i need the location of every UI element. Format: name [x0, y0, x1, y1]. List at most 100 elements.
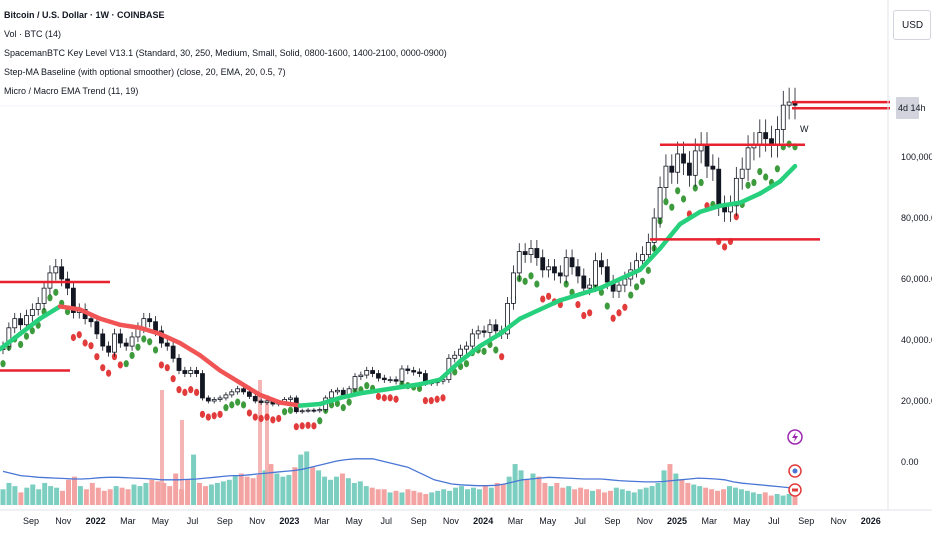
trend-dot: [499, 353, 505, 361]
candle-body: [147, 318, 153, 323]
trend-dot: [381, 394, 387, 402]
legend-indicator-ema-trend[interactable]: Micro / Macro EMA Trend (11, 19): [4, 86, 139, 96]
candle-body: [106, 345, 111, 353]
price-axis[interactable]: 0.00 20,000.00 40,000.00 60,000.00 80,000.00…: [901, 152, 932, 467]
trend-dot: [481, 347, 487, 355]
time-tick-label: Mar: [702, 516, 718, 526]
trend-dot: [628, 291, 634, 299]
time-tick-label: Mar: [508, 516, 524, 526]
candle-body: [640, 254, 645, 262]
ema-segment: [657, 221, 683, 251]
ema-segment: [17, 316, 43, 337]
ema-segment: [437, 359, 463, 382]
candle-body: [411, 370, 417, 373]
legend-indicator-step-ma[interactable]: Step-MA Baseline (with optional smoother…: [4, 67, 286, 77]
volume-bar: [6, 482, 12, 505]
volume-bar: [30, 484, 36, 505]
trend-dot: [522, 277, 528, 285]
volume-bar: [453, 487, 459, 505]
trend-dot: [733, 213, 739, 221]
trend-dot: [170, 375, 176, 383]
price-tick-label: 100,000.00: [901, 152, 932, 162]
volume-bar: [554, 482, 560, 505]
volume-bar: [661, 470, 667, 505]
trend-dot: [23, 332, 30, 340]
candle-body: [464, 345, 469, 350]
trend-dot: [493, 346, 499, 354]
trend-dot: [364, 382, 370, 390]
volume-bar: [304, 451, 310, 505]
trend-dot: [698, 178, 704, 187]
volume-bar: [488, 487, 494, 505]
trend-dot: [123, 360, 129, 368]
current-price-tag: 4d 14h: [896, 97, 926, 119]
volume-bar: [613, 487, 619, 505]
volume-bar: [95, 487, 101, 505]
candle-body: [129, 336, 135, 347]
volume-bar: [298, 454, 304, 505]
legend-indicator-key-level[interactable]: SpacemanBTC Key Level V13.1 (Standard, 3…: [4, 48, 447, 58]
volume-bar: [792, 495, 798, 505]
candle-body: [728, 205, 733, 213]
candle-body: [258, 400, 264, 403]
candle-body: [246, 391, 252, 397]
ema-segment: [477, 331, 503, 349]
trend-dot: [340, 404, 346, 412]
price-tick-label: 20,000.00: [901, 396, 932, 406]
volume-bar: [42, 482, 48, 505]
candle-body: [546, 266, 551, 271]
time-tick-label: May: [152, 516, 170, 526]
trend-dot: [88, 342, 94, 350]
time-tick-label: Nov: [830, 516, 847, 526]
trend-dot: [680, 195, 687, 203]
volume-pane: [0, 380, 798, 505]
ema-segment: [57, 304, 83, 312]
candle-body: [581, 275, 587, 289]
symbol-title[interactable]: Bitcoin / U.S. Dollar · 1W · COINBASE: [4, 10, 165, 20]
candle-body: [645, 241, 651, 255]
volume-bar: [405, 489, 411, 505]
volume-bar: [113, 486, 119, 505]
candle-body: [475, 330, 481, 335]
trend-dot: [639, 277, 646, 285]
chart-legend: Bitcoin / U.S. Dollar · 1W · COINBASE Vo…: [4, 6, 447, 101]
trend-dot: [622, 303, 628, 311]
volume-bar: [71, 476, 77, 505]
candle-body: [200, 373, 205, 399]
ema-segment: [577, 285, 603, 297]
candle-body: [194, 370, 200, 374]
volume-bar: [125, 489, 131, 505]
candle-body: [153, 321, 158, 332]
candle-body: [188, 370, 194, 374]
candle-body: [352, 376, 358, 390]
volume-bar: [393, 490, 399, 505]
candle-body: [311, 409, 317, 412]
event-icons[interactable]: [787, 429, 803, 497]
trend-dot: [176, 386, 182, 394]
volume-bar: [339, 473, 345, 505]
legend-volume[interactable]: Vol · BTC (14): [4, 29, 62, 39]
candle-body: [710, 165, 716, 170]
currency-selector[interactable]: [893, 10, 931, 40]
ema-segment: [517, 307, 543, 321]
candle-body: [6, 327, 12, 347]
trend-dot: [147, 338, 153, 346]
candle-body: [223, 394, 229, 399]
candle-body: [29, 309, 35, 316]
volume-bar: [715, 490, 721, 505]
volume-bar: [655, 482, 661, 505]
volume-bar: [322, 476, 328, 505]
candle-body: [387, 379, 393, 382]
ema-segment: [157, 331, 183, 346]
candle-body: [452, 354, 458, 359]
candle-body: [288, 397, 293, 400]
time-axis[interactable]: Sep Nov 2022 Mar May Jul Sep Nov 2023 Mar May Jul Se…: [23, 516, 881, 526]
candle-body: [552, 266, 557, 274]
trend-dot: [669, 203, 675, 211]
volume-bar: [119, 487, 125, 505]
volume-bar: [482, 486, 488, 505]
candle-body: [469, 333, 475, 347]
candle-body: [376, 373, 381, 379]
volume-bar: [744, 490, 750, 505]
